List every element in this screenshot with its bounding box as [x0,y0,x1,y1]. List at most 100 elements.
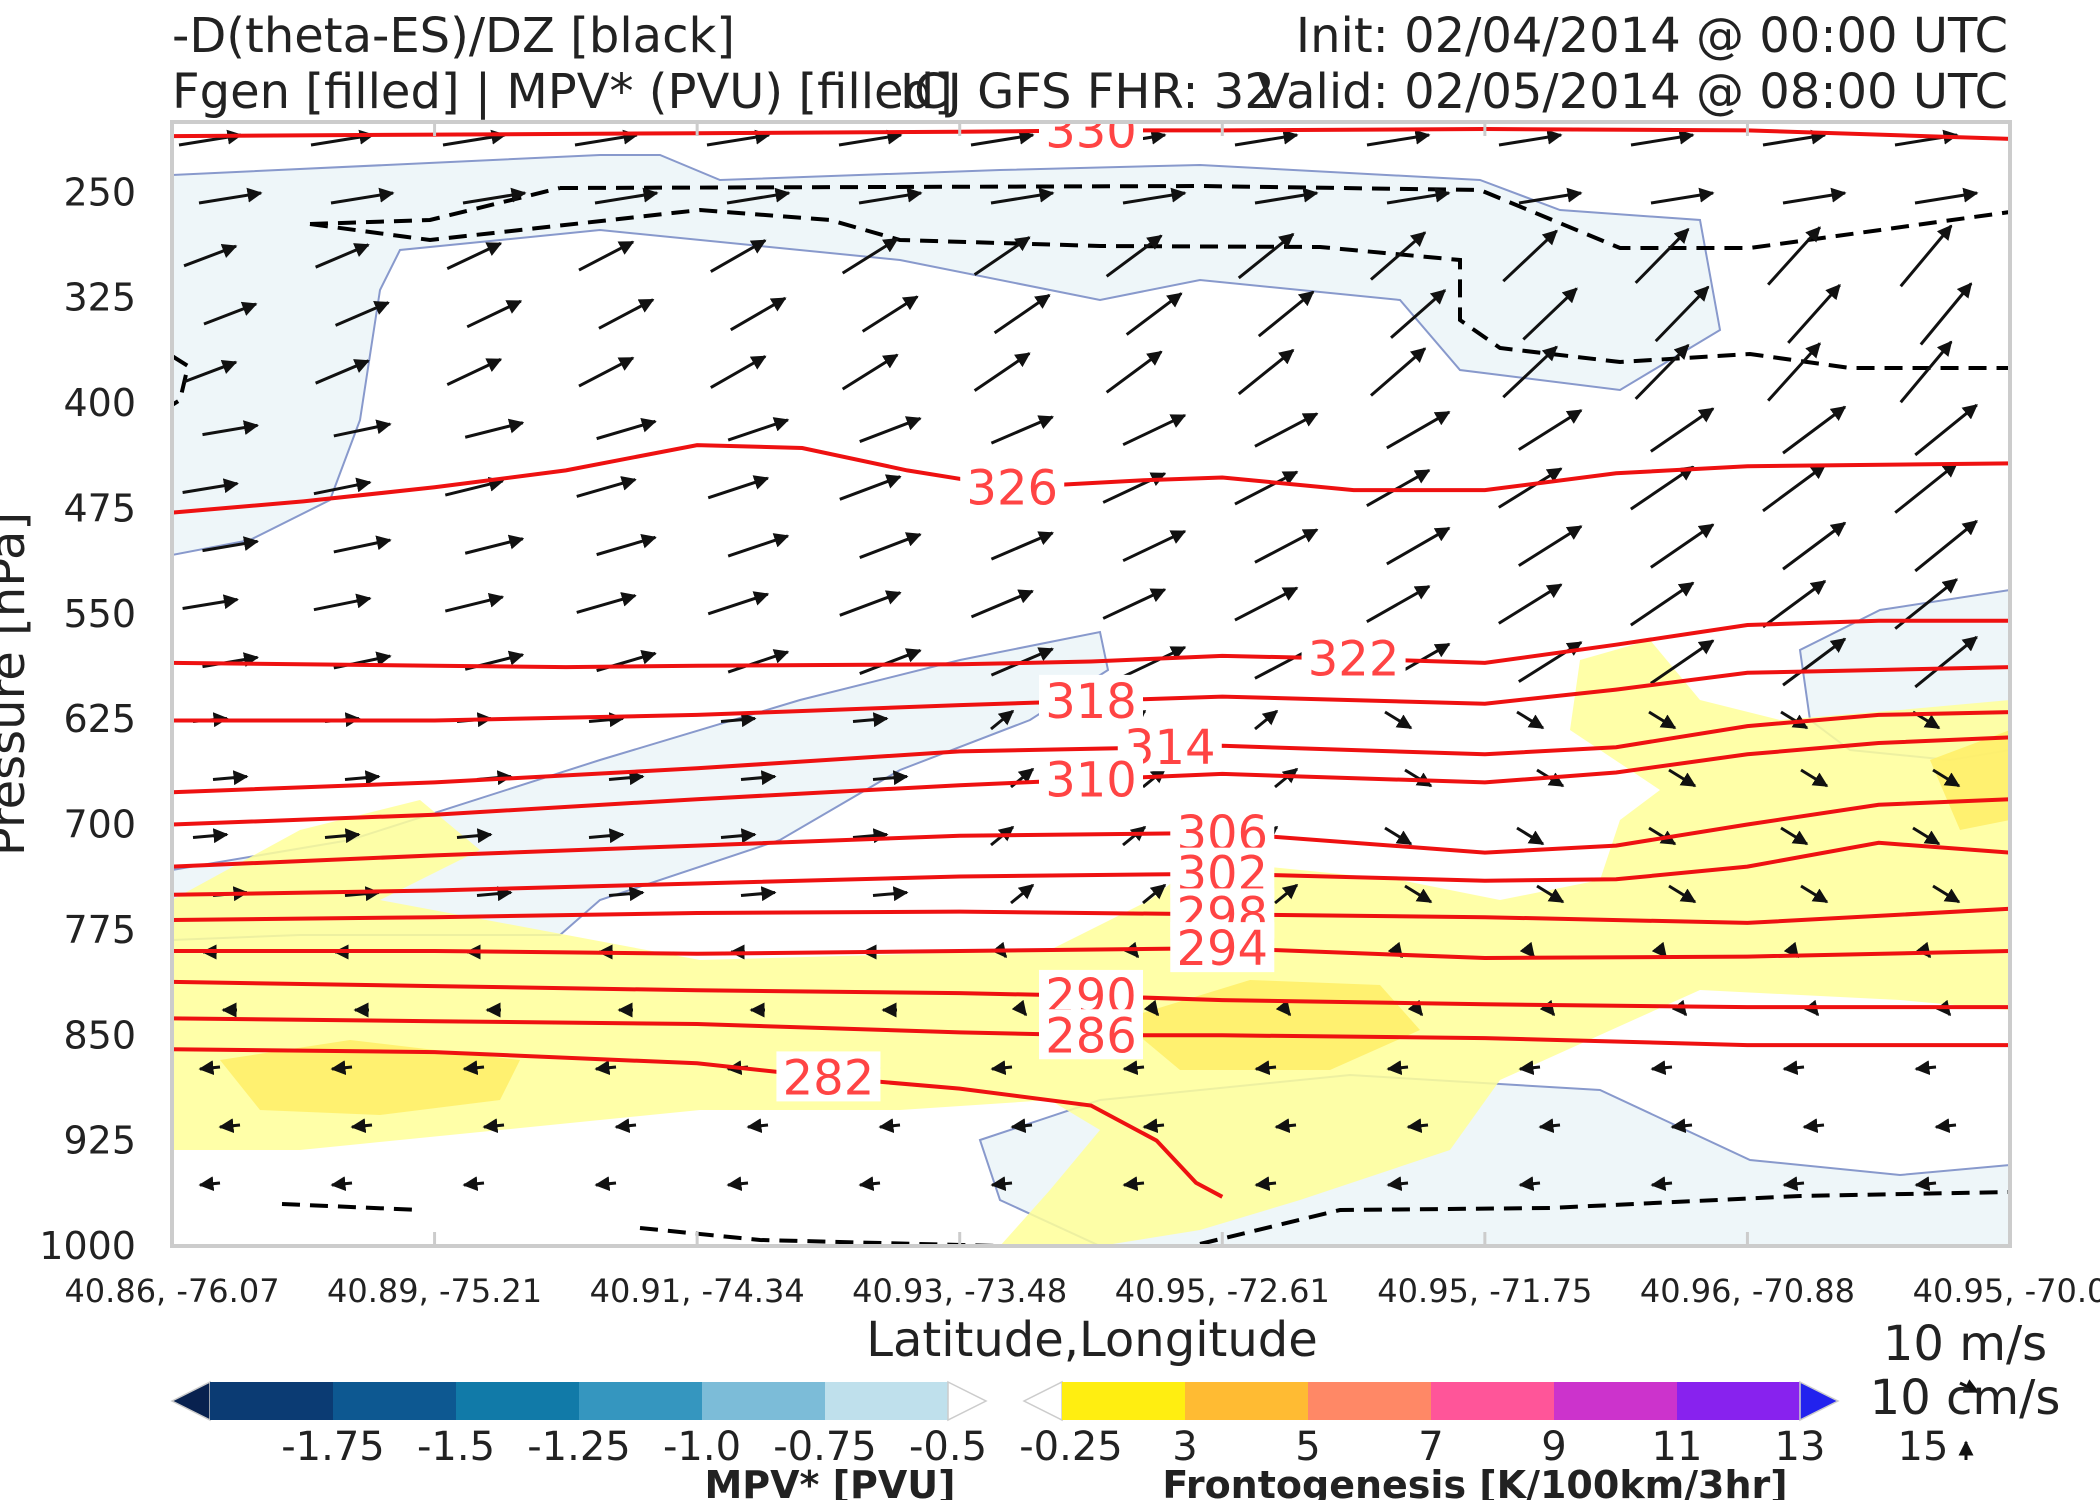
wind-vector [466,299,523,329]
wind-vector [726,1176,749,1192]
wind-vector [1102,588,1167,620]
wind-vector [710,239,767,273]
wind-vector [588,712,625,728]
x-tick-label: 40.95, -70.0 [1913,1272,2100,1310]
mpv-colorbar-swatch [579,1382,703,1420]
fgen-colorbar-tick-label: 7 [1418,1424,1443,1470]
wind-vector [1899,224,1953,288]
wind-vector [1668,768,1697,788]
fgen-colorbar-label: Frontogenesis [K/100km/3hr] [1162,1463,1787,1500]
x-tick-label: 40.86, -76.07 [64,1272,279,1310]
theta-e-contour-line [172,443,2010,515]
wind-vector [1386,526,1451,566]
wind-vector [1237,232,1295,280]
title-stability: -D(theta-ES)/DZ [black] [172,8,735,64]
wind-vector [839,474,902,501]
wind-vector [1782,521,1847,571]
wind-vector [1518,641,1583,683]
wind-vector [1668,884,1697,904]
wind-key-top-label: 10 m/s [1883,1316,2047,1372]
wind-vector [1011,999,1028,1017]
wind-vector [859,648,922,675]
mpv-colorbar-tick-label: -1.5 [417,1424,495,1470]
wind-vector [588,828,625,844]
wind-vector [1782,1176,1805,1192]
wind-vector [746,1118,769,1134]
wind-vector [1274,1118,1297,1134]
colorbars: -1.75 -1.5 -1.25 -1.0 -0.75 -0.5 -0.25 MPV* [PV… [170,1380,1948,1500]
wind-vector [192,828,229,844]
wind-vector [1650,639,1715,685]
y-tick-label: 625 [63,697,136,741]
mpv-colorbar-tick-label: -0.25 [1019,1424,1123,1470]
wind-vector [464,534,525,555]
wind-vector [841,353,899,391]
wind-vector [1780,826,1809,846]
wind-vector [990,531,1054,561]
wind-vector [993,293,1051,335]
wind-vector [872,770,909,786]
wind-vector [973,352,1031,392]
wind-vector [596,417,657,441]
wind-vector [482,1118,505,1134]
wind-vector [1407,999,1424,1017]
wind-vector [1630,465,1695,511]
wind-vector [1142,883,1167,905]
wind-vector [1518,409,1583,451]
wind-vector [183,359,238,384]
wind-vector [1234,586,1299,622]
wind-vector [1010,883,1035,905]
wind-vector [462,187,527,205]
wind-vector [576,476,637,498]
theta-e-contour-line [172,906,2010,925]
fgen-colorbar-tick-label: 5 [1295,1424,1320,1470]
wind-vector [730,296,787,332]
wind-vector [330,1060,353,1076]
wind-vector [1782,405,1847,455]
wind-vector [1767,342,1821,402]
wind-vector [476,886,513,902]
x-tick-label: 40.91, -74.34 [590,1272,805,1310]
mpv-colorbar-swatch [456,1382,580,1420]
wind-vector [1648,826,1677,846]
wind-vector [1630,129,1695,147]
mpv-colorbar-swatch [825,1382,949,1420]
wind-vector [313,593,372,612]
theta-e-label-bg [776,1051,881,1102]
y-tick-label: 550 [63,592,136,636]
wind-vector [1254,709,1279,731]
wind-vector [839,590,902,617]
stability-contour-upper [559,183,2010,250]
wind-vector [1122,645,1187,679]
wind-vector [1518,525,1583,567]
wind-vector [1498,129,1563,147]
wind-vector [1650,407,1715,453]
wind-vector [1914,403,1978,457]
wind-vector [182,478,239,494]
y-tick-label: 700 [63,803,136,847]
wind-vector [1648,710,1677,730]
wind-vector [852,712,889,728]
wind-vector [1762,129,1827,147]
wind-vector [1538,1118,1561,1134]
wind-vector [1780,710,1809,730]
y-tick-label: 475 [63,486,136,530]
theta-e-contour-line [172,618,2010,670]
wind-vector [182,594,239,610]
wind-vector [852,828,889,844]
wind-vector [1800,884,1829,904]
mpv-colorbar-extend-high [947,1380,988,1422]
wind-vector [1932,884,1961,904]
wind-vector [330,187,395,205]
wind-vector [861,295,919,333]
wind-vector [1782,1060,1805,1076]
wind-vector [1237,348,1295,396]
wind-vector [1800,768,1829,788]
wind-vector [198,1060,221,1076]
y-tick-label: 400 [63,381,136,425]
wind-vector [1275,999,1292,1017]
wind-vector [333,535,392,554]
wind-vector [1234,470,1299,506]
wind-key-bottom-label: 10 cm/s [1870,1370,2061,1426]
wind-vector [990,415,1054,445]
